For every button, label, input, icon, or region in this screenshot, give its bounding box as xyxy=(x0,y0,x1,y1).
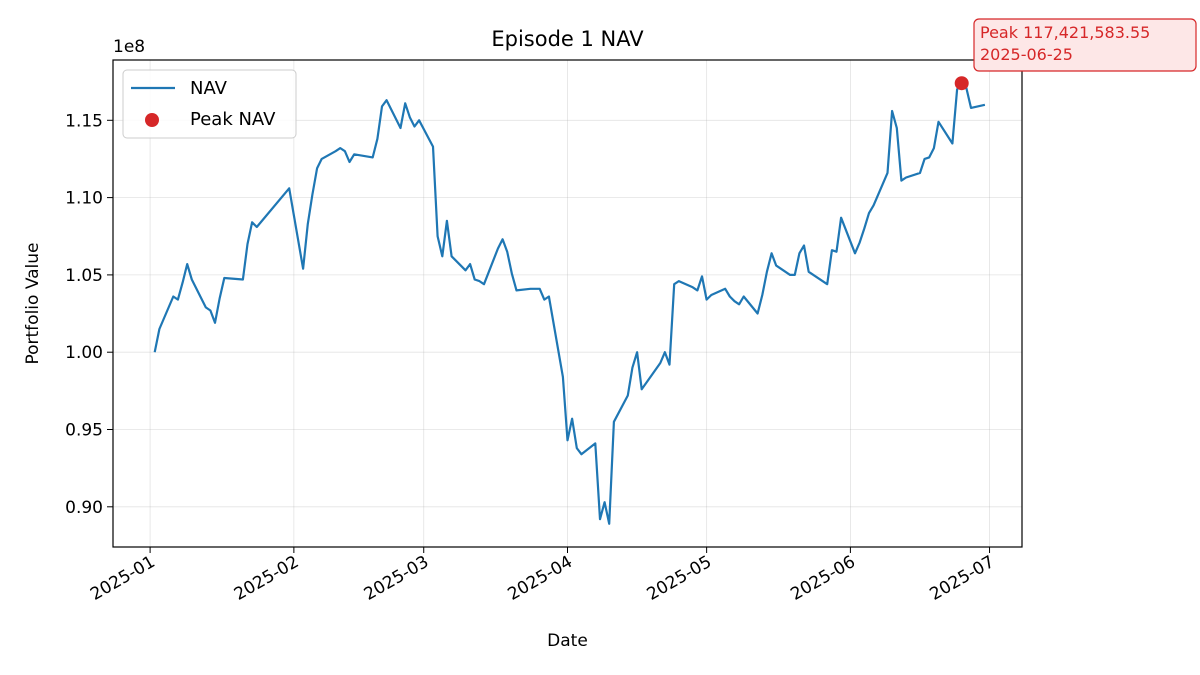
y-axis-ticks: 0.90 0.95 1.00 1.05 1.10 1.15 xyxy=(65,111,113,518)
y-offset-text: 1e8 xyxy=(113,37,145,57)
peak-annotation-line2: 2025-06-25 xyxy=(980,45,1073,64)
y-tick-label: 1.05 xyxy=(65,266,103,286)
grid-lines xyxy=(113,60,1022,547)
peak-annotation: Peak 117,421,583.55 2025-06-25 xyxy=(973,18,1197,72)
legend-peak-marker xyxy=(145,113,159,127)
nav-series-line xyxy=(153,82,986,525)
y-tick-label: 1.15 xyxy=(65,111,103,131)
legend: NAV Peak NAV xyxy=(122,69,297,139)
peak-annotation-line1: Peak 117,421,583.55 xyxy=(980,23,1150,42)
data-layer xyxy=(153,76,986,525)
y-tick-label: 1.10 xyxy=(65,189,103,209)
legend-nav-label: NAV xyxy=(190,78,228,99)
x-axis-label: Date xyxy=(547,631,588,651)
peak-nav-point xyxy=(954,76,969,91)
peak-annotation-box xyxy=(973,18,1197,72)
y-axis-label: Portfolio Value xyxy=(23,242,43,364)
y-tick-label: 0.90 xyxy=(65,498,103,518)
legend-peak-label: Peak NAV xyxy=(190,109,276,130)
y-tick-label: 0.95 xyxy=(65,421,103,441)
y-tick-label: 1.00 xyxy=(65,343,103,363)
chart-title: Episode 1 NAV xyxy=(491,27,644,51)
